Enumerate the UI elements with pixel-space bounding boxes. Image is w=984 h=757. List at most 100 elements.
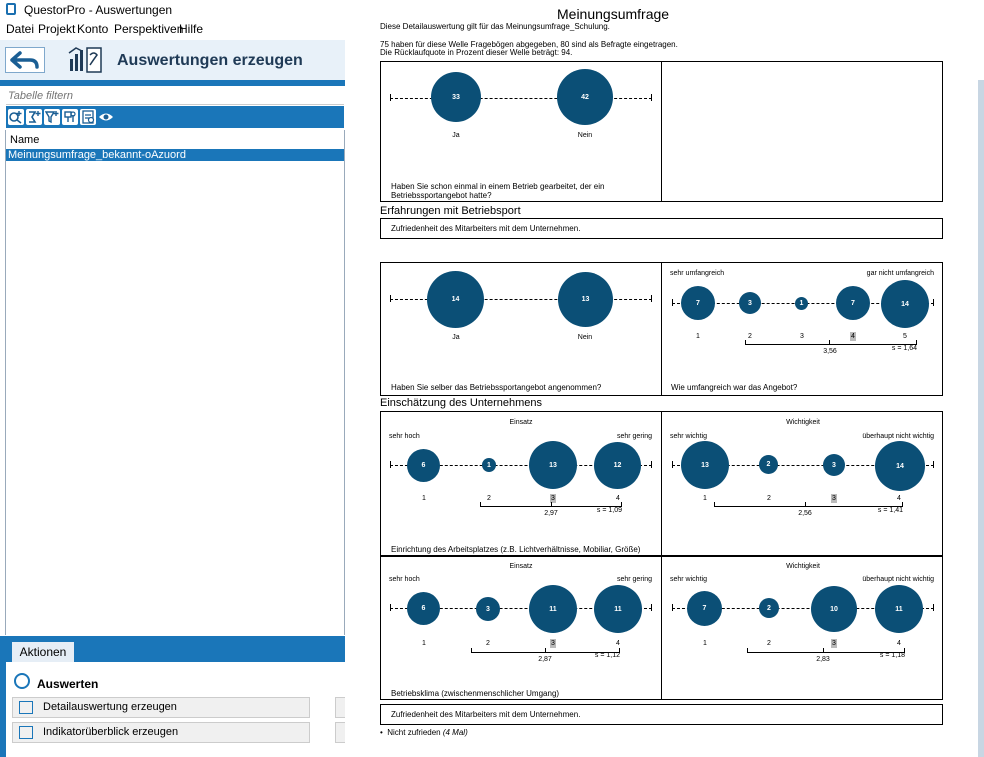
count-bubble: 6 xyxy=(407,592,440,625)
box-divider xyxy=(661,61,662,202)
report-title: Meinungsumfrage xyxy=(557,6,670,22)
back-button[interactable] xyxy=(5,47,45,73)
sd-tick xyxy=(619,648,620,653)
count-bubble: 14 xyxy=(427,271,484,328)
scale-tick xyxy=(390,94,391,101)
count-bubble: 7 xyxy=(687,591,722,626)
action-button-partial[interactable] xyxy=(335,722,345,743)
table-border-left xyxy=(5,130,6,635)
scale-number: 4 xyxy=(616,640,620,647)
scale-tick xyxy=(390,604,391,611)
table-row[interactable]: Meinungsumfrage_bekannt-oAzuord xyxy=(6,149,344,161)
scale-number: 2 xyxy=(486,640,490,647)
mean-tick xyxy=(805,502,806,507)
scale-left-label: sehr umfangreich xyxy=(670,270,725,277)
scale-right-label: überhaupt nicht wichtig xyxy=(862,576,934,583)
count-bubble: 11 xyxy=(594,585,642,633)
sd-tick xyxy=(714,502,715,507)
sd-value: s = 1,12 xyxy=(594,652,620,659)
menu-datei[interactable]: Datei xyxy=(6,22,35,36)
scale-label: Ja xyxy=(452,334,460,341)
scale-number-highlight: 3 xyxy=(550,494,556,503)
count-bubble: 14 xyxy=(875,441,925,491)
scale-line xyxy=(390,98,652,99)
indicator-overview-button[interactable]: Indikatorüberblick erzeugen xyxy=(12,722,310,743)
header-bar xyxy=(0,40,345,80)
app-icon xyxy=(6,3,16,15)
scale-tick xyxy=(651,604,652,611)
scale-tick xyxy=(651,295,652,302)
sd-tick xyxy=(747,648,748,653)
count-bubble: 11 xyxy=(875,585,923,633)
count-bubble: 42 xyxy=(557,69,613,125)
sum-icon[interactable] xyxy=(26,109,42,125)
scale-tick xyxy=(672,461,673,468)
evaluation-settings-icon[interactable] xyxy=(80,109,96,125)
question-text: Haben Sie selber das Betriebssportangebo… xyxy=(391,383,602,392)
window-title: QuestorPro - Auswertungen xyxy=(24,3,173,17)
sd-tick xyxy=(904,648,905,653)
count-bubble: 33 xyxy=(431,72,481,122)
scale-right-label: gar nicht umfangreich xyxy=(866,270,934,277)
indicator-overview-label: Indikatorüberblick erzeugen xyxy=(43,726,179,738)
count-bubble: 7 xyxy=(836,286,870,320)
scale-tick xyxy=(672,299,673,306)
report-preview: Meinungsumfrage Diese Detailauswertung g… xyxy=(345,0,955,757)
menu-hilfe[interactable]: Hilfe xyxy=(179,22,204,36)
scale-number: 2 xyxy=(767,495,771,502)
bullet-text: Nicht zufrieden xyxy=(387,728,441,737)
question-text: Wie umfangreich war das Angebot? xyxy=(671,383,798,392)
scale-label: Ja xyxy=(452,132,460,139)
scale-number: 1 xyxy=(703,495,707,502)
matrix-title: Einsatz xyxy=(509,563,533,570)
filter-add-icon[interactable] xyxy=(44,109,60,125)
info-text: Zufriedenheit des Mitarbeiters mit dem U… xyxy=(391,710,581,719)
table-header-name[interactable]: Name xyxy=(6,132,344,148)
scale-number-highlight: 3 xyxy=(831,494,837,503)
scale-line xyxy=(390,608,652,609)
sd-value: s = 1,18 xyxy=(879,652,905,659)
scrollbar[interactable] xyxy=(978,80,984,757)
count-bubble: 3 xyxy=(739,292,761,314)
scale-left-label: sehr wichtig xyxy=(670,576,707,583)
sd-line xyxy=(745,344,917,345)
count-bubble: 1 xyxy=(482,458,496,472)
count-bubble: 3 xyxy=(476,597,500,621)
report-chart-icon xyxy=(68,45,104,75)
scale-tick xyxy=(651,94,652,101)
mean-value: 2,97 xyxy=(544,510,558,517)
bullet-count: (4 Mal) xyxy=(442,728,468,737)
action-button-partial[interactable] xyxy=(335,697,345,718)
menu-projekt[interactable]: Projekt xyxy=(38,22,76,36)
mean-tick xyxy=(829,340,830,345)
scale-number: 2 xyxy=(487,495,491,502)
scale-left-label: sehr wichtig xyxy=(670,433,707,440)
count-bubble: 7 xyxy=(681,286,715,320)
count-bubble: 13 xyxy=(681,441,729,489)
filter-underline xyxy=(6,104,344,105)
scale-tick xyxy=(933,604,934,611)
eye-icon[interactable] xyxy=(98,109,114,125)
detail-evaluation-label: Detailauswertung erzeugen xyxy=(43,701,177,713)
sd-tick xyxy=(916,340,917,345)
tab-aktionen[interactable]: Aktionen xyxy=(12,642,74,662)
create-evaluation-icon[interactable] xyxy=(8,109,24,125)
detail-evaluation-button[interactable]: Detailauswertung erzeugen xyxy=(12,697,310,718)
scale-tick xyxy=(390,295,391,302)
sd-line xyxy=(714,506,903,507)
count-bubble: 14 xyxy=(881,280,929,328)
scale-right-label: überhaupt nicht wichtig xyxy=(862,433,934,440)
indicator-icon[interactable] xyxy=(62,109,78,125)
mean-value: 3,56 xyxy=(823,348,837,355)
section-title: Einschätzung des Unternehmens xyxy=(380,397,543,409)
mean-value: 2,83 xyxy=(816,656,830,663)
table-filter-input[interactable] xyxy=(6,88,347,104)
scale-number: 3 xyxy=(800,333,804,340)
menu-perspektiven[interactable]: Perspektiven xyxy=(114,22,184,36)
count-bubble: 3 xyxy=(823,454,845,476)
scale-left-label: sehr hoch xyxy=(389,576,420,583)
count-bubble: 1 xyxy=(795,297,808,310)
mean-tick xyxy=(545,648,546,653)
menu-konto[interactable]: Konto xyxy=(77,22,109,36)
scale-number: 2 xyxy=(767,640,771,647)
